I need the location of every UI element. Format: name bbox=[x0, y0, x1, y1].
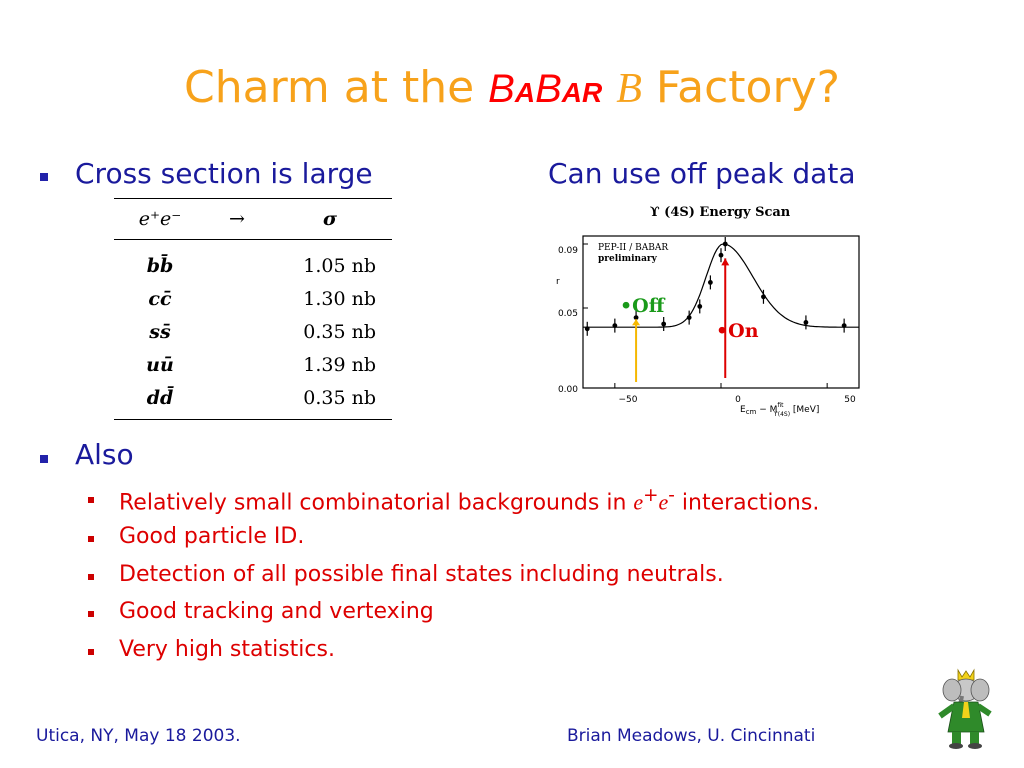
sub-bullet-particle-id: Good particle ID. bbox=[119, 524, 305, 549]
x-axis-label: Ecm − Mfit ϒ(4S) [MeV] bbox=[740, 402, 819, 418]
data-point bbox=[584, 326, 590, 332]
cross-section-value: 0.35 nb bbox=[303, 320, 376, 343]
data-point bbox=[612, 323, 618, 328]
on-peak-arrowhead bbox=[721, 258, 730, 266]
table-row: dd̄ 0.35 nb bbox=[114, 381, 392, 420]
sub-bullet-detection: Detection of all possible final states i… bbox=[119, 562, 724, 587]
sub-bullet-backgrounds: Relatively small combinatorial backgroun… bbox=[119, 485, 820, 516]
babar-elephant-icon bbox=[938, 668, 992, 749]
table-header-arrow: → bbox=[206, 198, 268, 240]
cross-section-table: e⁺e⁻ → σ bb̄ 1.05 nb cc̄ 1.30 nb ss̄ 0.3… bbox=[114, 198, 392, 420]
table-row: bb̄ 1.05 nb bbox=[114, 240, 392, 283]
table-header-ee: e⁺e⁻ bbox=[114, 198, 206, 240]
quark-pair: ss̄ bbox=[149, 320, 171, 343]
data-point bbox=[661, 321, 667, 327]
quark-pair: cc̄ bbox=[148, 287, 172, 310]
off-label: •Off bbox=[620, 295, 666, 317]
cross-section-value: 1.30 nb bbox=[303, 287, 376, 310]
quark-pair: dd̄ bbox=[114, 381, 206, 420]
b-symbol: B bbox=[616, 66, 642, 112]
sub-bullet-icon bbox=[88, 649, 94, 655]
on-label: •On bbox=[716, 320, 759, 342]
energy-scan-plot: ϒ (4S) Energy Scan 0.09 0.05 0.00 r −50 … bbox=[556, 205, 860, 418]
data-point bbox=[633, 315, 639, 320]
data-point bbox=[718, 252, 724, 258]
cross-section-value: 1.05 nb bbox=[303, 254, 376, 277]
data-point bbox=[697, 304, 703, 309]
xtick-label: 50 bbox=[844, 395, 856, 405]
ytick-label: 0.00 bbox=[558, 385, 578, 395]
slide-title: Charm at the BABAR B Factory? bbox=[0, 62, 1024, 113]
data-point bbox=[722, 241, 728, 247]
sub-bullet-icon bbox=[88, 497, 94, 503]
babar-logo-text: BABAR bbox=[488, 67, 603, 111]
bullet-square-icon bbox=[40, 455, 48, 463]
plot-title: ϒ (4S) Energy Scan bbox=[650, 205, 791, 220]
quark-pair: bb̄ bbox=[146, 254, 174, 277]
data-point bbox=[686, 315, 692, 320]
cross-section-value: 1.39 nb bbox=[303, 353, 376, 376]
xtick-label: −50 bbox=[619, 395, 638, 405]
off-peak-arrowhead bbox=[632, 319, 641, 326]
data-point bbox=[841, 323, 847, 328]
right-heading: Can use off peak data bbox=[548, 157, 856, 190]
table-header-sigma: σ bbox=[268, 198, 392, 240]
bullet-cross-section: Cross section is large bbox=[75, 157, 373, 190]
y-axis-label: r bbox=[556, 277, 560, 287]
bullet-square-icon bbox=[40, 173, 48, 181]
data-point bbox=[761, 294, 766, 300]
title-prefix: Charm at the bbox=[184, 62, 489, 113]
sub-bullet-tracking: Good tracking and vertexing bbox=[119, 599, 434, 624]
data-point bbox=[803, 320, 809, 325]
sub-bullet-statistics: Very high statistics. bbox=[119, 637, 335, 662]
ytick-label: 0.09 bbox=[558, 246, 578, 256]
sub-bullet-icon bbox=[88, 574, 94, 580]
xtick-label: 0 bbox=[735, 395, 741, 405]
data-point bbox=[707, 280, 713, 285]
plot-legend-line1: PEP-II / BABAR bbox=[598, 243, 668, 253]
sub-bullet-icon bbox=[88, 536, 94, 542]
table-row: uū 1.39 nb bbox=[114, 348, 392, 381]
fit-curve bbox=[583, 243, 859, 328]
sub-bullet-icon bbox=[88, 611, 94, 617]
footer-left: Utica, NY, May 18 2003. bbox=[36, 726, 241, 746]
table-header-row: e⁺e⁻ → σ bbox=[114, 198, 392, 240]
bullet-also: Also bbox=[75, 438, 134, 471]
title-suffix: Factory? bbox=[641, 62, 840, 113]
table-row: cc̄ 1.30 nb bbox=[114, 282, 392, 315]
cross-section-value: 0.35 nb bbox=[268, 381, 392, 420]
ytick-label: 0.05 bbox=[558, 309, 578, 319]
footer-right: Brian Meadows, U. Cincinnati bbox=[567, 726, 816, 746]
plot-legend-line2: preliminary bbox=[598, 254, 658, 264]
quark-pair: uū bbox=[146, 353, 174, 376]
table-row: ss̄ 0.35 nb bbox=[114, 315, 392, 348]
